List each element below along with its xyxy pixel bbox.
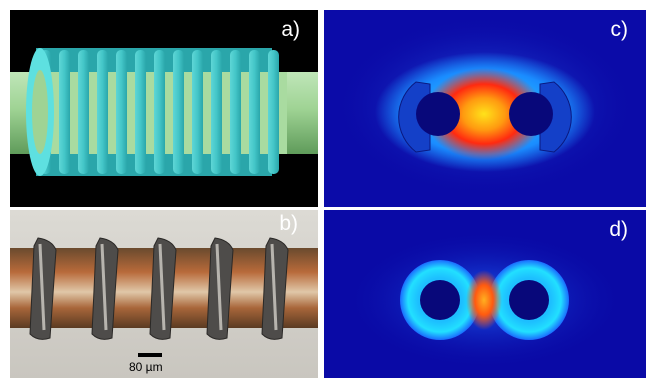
coil-turn [154, 50, 165, 174]
panel-c-field-map: c) [324, 10, 646, 207]
coil-turn [192, 50, 203, 174]
scale-bar [138, 353, 162, 357]
coil-turn [230, 50, 241, 174]
coil-turns [26, 48, 287, 176]
scale-bar-label: 80 µm [129, 360, 163, 374]
panel-d-label: d) [609, 218, 628, 241]
metal-windings [29, 237, 289, 340]
coil-turn [135, 50, 146, 174]
coil-turn [211, 50, 222, 174]
panel-c-label: c) [610, 18, 629, 41]
panel-a-coil-model: a) [10, 10, 318, 207]
coil-turn [116, 50, 127, 174]
coil-model-illustration [10, 48, 318, 176]
field-map-c [335, 16, 635, 196]
coil-turn [78, 50, 89, 174]
coil-turn [268, 50, 279, 174]
micrograph-image [10, 210, 318, 378]
panel-d-field-map: d) [324, 210, 646, 378]
panel-b-label: b) [279, 212, 298, 235]
panel-a-label: a) [281, 18, 300, 41]
panel-b-micrograph: 80 µm b) [10, 210, 318, 378]
coil-turn [59, 50, 70, 174]
field-map-d [345, 230, 625, 370]
coil-turn [249, 50, 260, 174]
coil-turn [97, 50, 108, 174]
coil-turn [173, 50, 184, 174]
